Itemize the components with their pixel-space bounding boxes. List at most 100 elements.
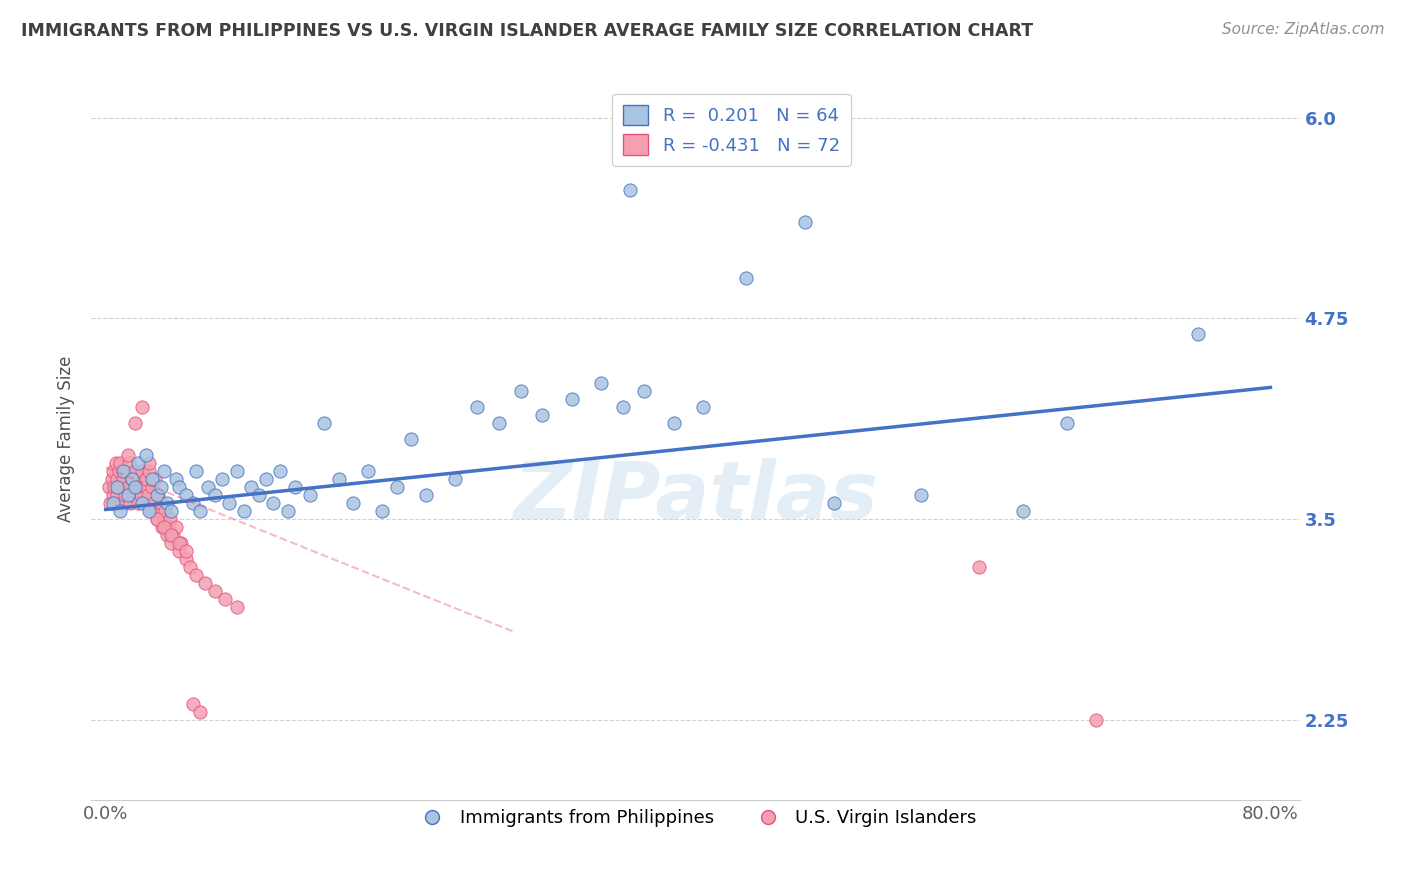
Point	[125, 480, 148, 494]
Point	[124, 464, 146, 478]
Point	[141, 480, 163, 494]
Point	[127, 456, 149, 470]
Point	[298, 488, 321, 502]
Point	[98, 496, 121, 510]
Point	[225, 600, 247, 615]
Y-axis label: Average Family Size: Average Family Size	[58, 356, 75, 522]
Point	[692, 400, 714, 414]
Point	[122, 488, 145, 502]
Point	[162, 528, 184, 542]
Point	[138, 464, 160, 478]
Point	[105, 472, 128, 486]
Point	[117, 488, 139, 502]
Point	[103, 480, 125, 494]
Point	[531, 408, 554, 422]
Point	[110, 504, 132, 518]
Point	[110, 480, 132, 494]
Point	[104, 496, 127, 510]
Point	[277, 504, 299, 518]
Point	[153, 464, 176, 478]
Point	[100, 472, 122, 486]
Point	[135, 472, 157, 486]
Point	[174, 544, 197, 558]
Point	[105, 488, 128, 502]
Point	[121, 472, 143, 486]
Point	[509, 384, 531, 398]
Point	[371, 504, 394, 518]
Point	[619, 183, 641, 197]
Point	[145, 488, 167, 502]
Point	[165, 472, 187, 486]
Point	[120, 496, 142, 510]
Point	[170, 536, 193, 550]
Point	[194, 576, 217, 591]
Point	[214, 592, 236, 607]
Point	[101, 496, 124, 510]
Point	[112, 472, 135, 486]
Point	[145, 512, 167, 526]
Point	[197, 480, 219, 494]
Text: IMMIGRANTS FROM PHILIPPINES VS U.S. VIRGIN ISLANDER AVERAGE FAMILY SIZE CORRELAT: IMMIGRANTS FROM PHILIPPINES VS U.S. VIRG…	[21, 22, 1033, 40]
Point	[240, 480, 263, 494]
Point	[181, 496, 204, 510]
Point	[589, 376, 612, 390]
Point	[108, 464, 131, 478]
Point	[160, 504, 183, 518]
Point	[114, 488, 136, 502]
Point	[247, 488, 270, 502]
Point	[153, 512, 176, 526]
Point	[188, 504, 211, 518]
Point	[204, 584, 226, 599]
Point	[124, 480, 146, 494]
Point	[1012, 504, 1035, 518]
Point	[633, 384, 655, 398]
Point	[225, 464, 247, 478]
Point	[488, 416, 510, 430]
Point	[269, 464, 291, 478]
Point	[139, 504, 162, 518]
Point	[101, 488, 124, 502]
Point	[118, 456, 141, 470]
Text: Source: ZipAtlas.com: Source: ZipAtlas.com	[1222, 22, 1385, 37]
Point	[138, 456, 160, 470]
Point	[181, 697, 204, 711]
Point	[160, 528, 183, 542]
Point	[1187, 327, 1209, 342]
Point	[150, 480, 173, 494]
Point	[284, 480, 307, 494]
Point	[401, 432, 423, 446]
Point	[385, 480, 408, 494]
Point	[415, 488, 437, 502]
Point	[184, 464, 207, 478]
Point	[145, 512, 167, 526]
Point	[111, 496, 134, 510]
Point	[127, 496, 149, 510]
Point	[155, 504, 177, 518]
Point	[138, 504, 160, 518]
Point	[153, 520, 176, 534]
Point	[152, 520, 174, 534]
Point	[142, 496, 165, 510]
Point	[121, 472, 143, 486]
Point	[174, 552, 197, 566]
Point	[612, 400, 634, 414]
Point	[146, 488, 169, 502]
Point	[165, 520, 187, 534]
Point	[117, 448, 139, 462]
Point	[124, 416, 146, 430]
Point	[132, 496, 155, 510]
Point	[188, 705, 211, 719]
Point	[129, 488, 152, 502]
Point	[135, 448, 157, 462]
Point	[211, 472, 233, 486]
Point	[150, 496, 173, 510]
Point	[117, 480, 139, 494]
Point	[561, 392, 583, 406]
Point	[735, 271, 758, 285]
Point	[1056, 416, 1078, 430]
Point	[104, 456, 127, 470]
Point	[97, 480, 120, 494]
Point	[262, 496, 284, 510]
Point	[143, 472, 166, 486]
Point	[112, 464, 135, 478]
